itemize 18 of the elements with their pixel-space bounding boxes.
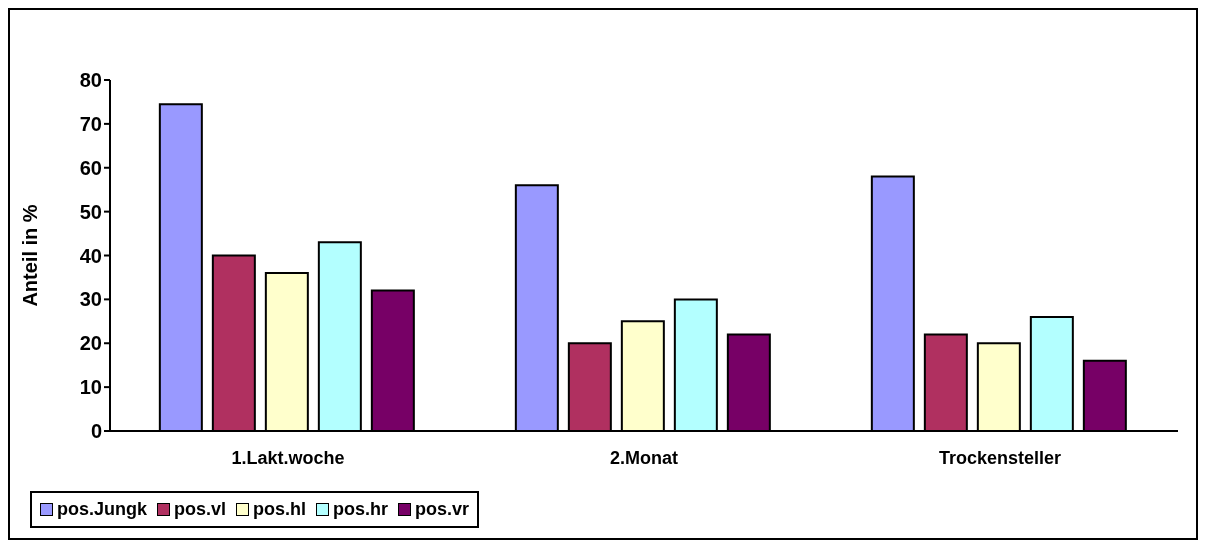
y-tick-label: 60 <box>79 156 102 179</box>
y-tick-label: 10 <box>79 376 102 399</box>
y-tick-label: 20 <box>79 332 102 355</box>
x-tick-label: 2.Monat <box>609 447 679 468</box>
x-tick-label: 1.Lakt.woche <box>231 447 345 468</box>
y-tick-label: 50 <box>79 200 102 223</box>
y-tick-label: 80 <box>79 69 102 92</box>
y-tick-label: 70 <box>79 112 102 135</box>
y-tick-label: 30 <box>79 288 102 311</box>
y-tick-label: 0 <box>90 420 102 443</box>
x-tick-label: Trockensteller <box>938 447 1062 468</box>
legend-label: pos.hr <box>332 499 389 520</box>
legend-label: pos.vr <box>414 499 470 520</box>
y-axis-title: Anteil in % <box>19 204 42 307</box>
y-tick-label: 40 <box>79 244 102 267</box>
legend-label: pos.hl <box>252 499 307 520</box>
legend-label: pos.Jungk <box>56 499 148 520</box>
legend-label: pos.vl <box>173 499 227 520</box>
